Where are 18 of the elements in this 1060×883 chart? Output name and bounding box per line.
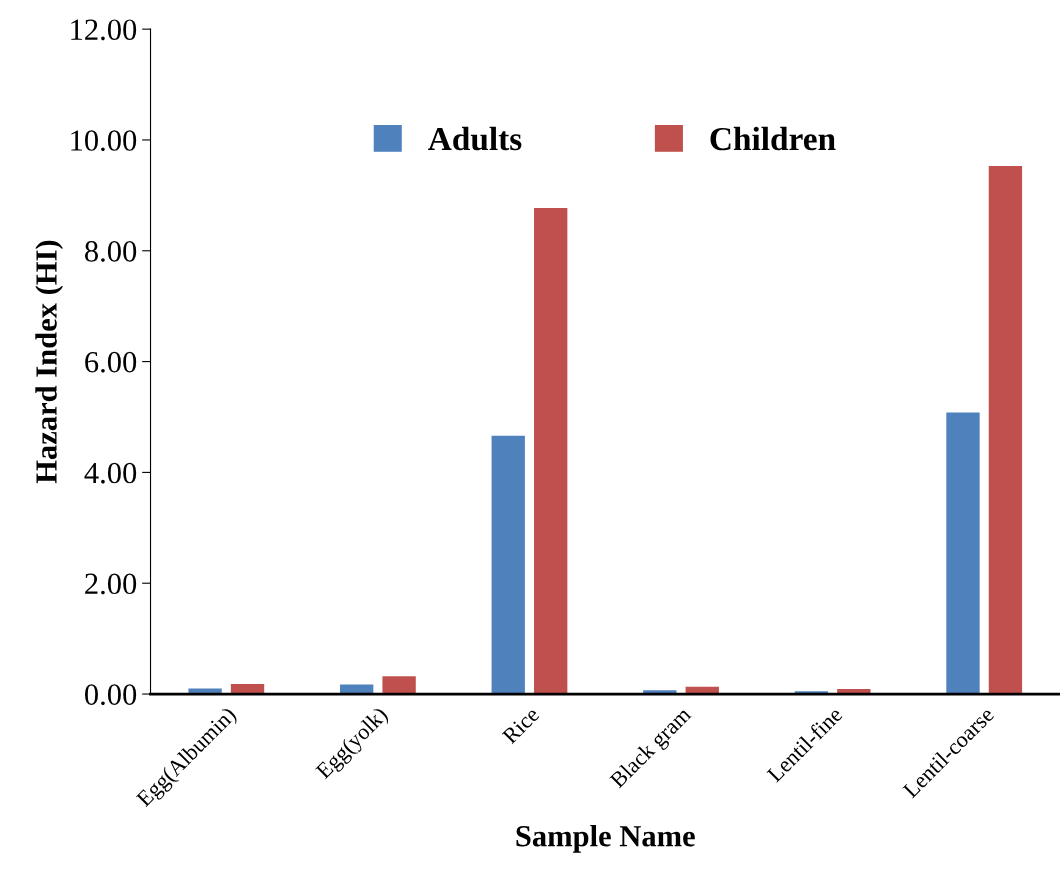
y-tick-label: 12.00 <box>71 19 137 41</box>
bar <box>188 688 222 695</box>
x-axis-title: Sample Name <box>516 824 695 853</box>
y-tick-label: 6.00 <box>85 351 137 373</box>
x-tick-label: Rice <box>501 706 540 745</box>
y-axis-title: Hazard Index (HI) <box>35 240 64 484</box>
y-tick-label: 10.00 <box>71 130 137 151</box>
y-tick-label: 2.00 <box>85 573 137 595</box>
y-tick-label: 0.00 <box>85 684 137 706</box>
bar <box>534 208 568 695</box>
bar <box>382 676 416 695</box>
y-tick-label: 4.00 <box>84 462 137 484</box>
legend-label: Children <box>710 126 836 151</box>
bar <box>946 412 980 695</box>
bar <box>988 166 1023 695</box>
bar <box>491 435 525 695</box>
y-tick-label: 8.00 <box>85 241 137 262</box>
legend-label: Adults <box>428 126 522 151</box>
